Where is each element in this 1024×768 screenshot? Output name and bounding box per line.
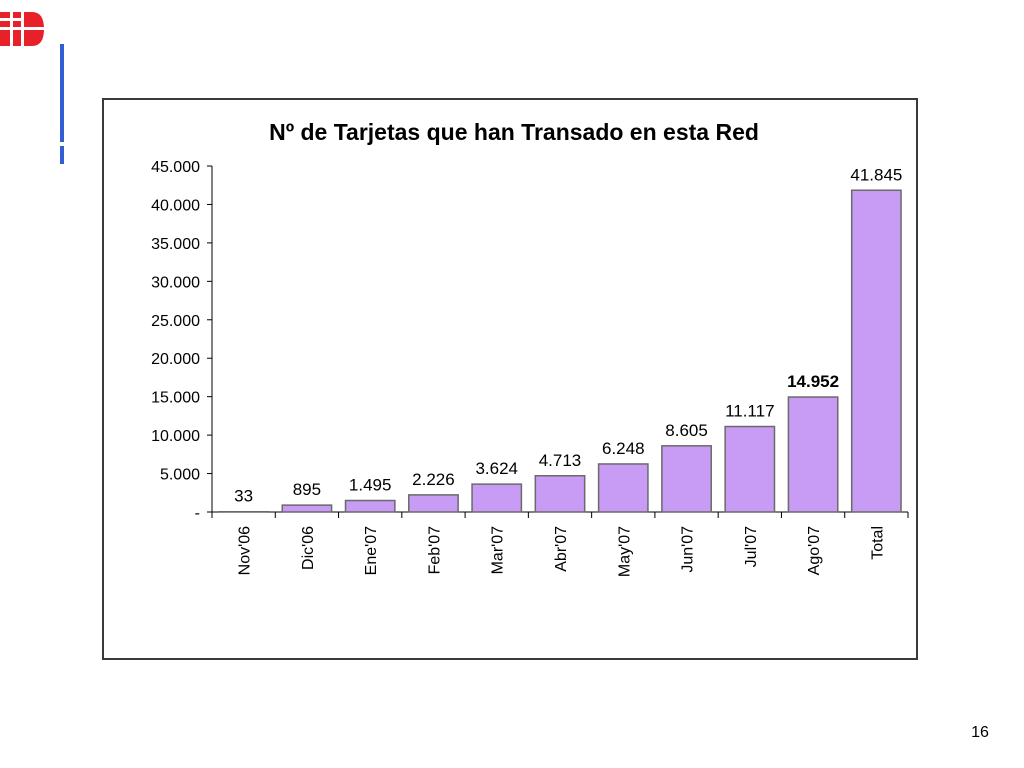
bar-value-label: 1.495 xyxy=(349,476,392,495)
y-tick-label: 45.000 xyxy=(151,159,200,176)
x-tick-label: Ene'07 xyxy=(363,526,380,575)
y-tick-label: 15.000 xyxy=(151,390,200,407)
x-tick-label: Jul'07 xyxy=(743,526,760,567)
accent-bar-bottom xyxy=(60,146,64,164)
bar xyxy=(787,396,839,513)
bar-value-label: 895 xyxy=(293,480,321,499)
accent-bar-top xyxy=(60,44,64,142)
bar xyxy=(408,494,459,513)
bar xyxy=(344,499,396,513)
x-tick-label: May'07 xyxy=(616,526,633,577)
bar-chart: Nº de Tarjetas que han Transado en esta … xyxy=(151,119,909,577)
x-tick-label: Dic'06 xyxy=(300,526,317,570)
bar xyxy=(281,504,333,513)
chart-value-labels: 33 895 1.495 2.226 3.624 4.713 6.248 8.605 11.11… xyxy=(234,165,902,505)
chart-bars xyxy=(218,189,902,513)
chart-title: Nº de Tarjetas que han Transado en esta … xyxy=(269,119,759,145)
y-tick-label: 25.000 xyxy=(151,313,200,330)
x-tick-label: Ago'07 xyxy=(806,526,823,575)
y-tick-label: 30.000 xyxy=(151,274,200,291)
ib-logo-icon xyxy=(0,12,44,46)
bar-value-label: 6.248 xyxy=(602,439,645,458)
bar xyxy=(724,425,776,513)
x-tick-label: Jun'07 xyxy=(680,526,697,573)
bar-value-label: 41.845 xyxy=(850,165,902,184)
bar xyxy=(850,189,902,513)
x-tick-label: Abr'07 xyxy=(553,526,570,572)
bar-value-label: 33 xyxy=(234,487,253,506)
chart-x-tick-labels: Nov'06 Dic'06 Ene'07 Feb'07 Mar'07 Abr'07 May'… xyxy=(237,526,887,577)
y-tick-label: 10.000 xyxy=(151,428,200,445)
y-tick-label: 40.000 xyxy=(151,197,200,214)
x-tick-label: Mar'07 xyxy=(490,526,507,575)
bar-value-label: 3.624 xyxy=(475,459,518,478)
bar-value-label: 11.117 xyxy=(725,402,774,421)
x-tick-label: Nov'06 xyxy=(237,526,254,575)
y-tick-label: 5.000 xyxy=(160,467,200,484)
bar xyxy=(661,445,712,513)
bar-value-label: 2.226 xyxy=(412,470,455,489)
x-tick-label: Total xyxy=(869,526,886,560)
chart-frame: Nº de Tarjetas que han Transado en esta … xyxy=(102,98,918,660)
bar-value-label: 8.605 xyxy=(665,421,708,440)
chart-axes: - 5.000 10.000 15.000 20.000 25.000 30.000 35.0… xyxy=(151,159,909,522)
y-tick-label: 35.000 xyxy=(151,236,200,253)
bar-value-label: 4.713 xyxy=(539,451,582,470)
x-tick-label: Feb'07 xyxy=(426,526,443,575)
bar-value-label: 14.952 xyxy=(787,372,839,391)
page-number: 16 xyxy=(971,724,989,741)
bar xyxy=(597,463,649,513)
bar xyxy=(534,475,586,513)
bar xyxy=(471,483,523,513)
y-tick-label: - xyxy=(195,505,200,522)
y-tick-label: 20.000 xyxy=(151,351,200,368)
